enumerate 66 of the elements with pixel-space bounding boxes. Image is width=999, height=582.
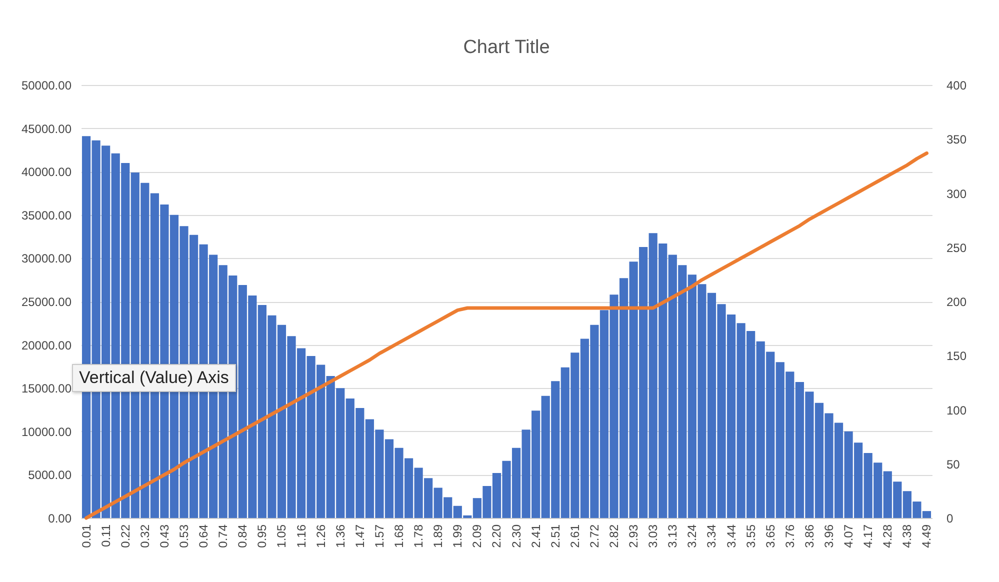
x-tick-label: 1.68: [392, 524, 406, 548]
x-tick-label: 1.05: [274, 524, 289, 548]
x-tick-label: 1.99: [450, 524, 465, 548]
x-tick-label: 4.38: [900, 524, 914, 548]
x-tick-label: 0.95: [255, 524, 270, 548]
x-tick-label: 0.22: [118, 524, 132, 548]
y-tick-label: 10000.00: [21, 424, 72, 439]
x-tick-label: 1.26: [314, 524, 328, 548]
y-tick-label: 35000.00: [21, 208, 72, 222]
x-tick-label: 0.43: [157, 524, 172, 548]
x-tick-label: 3.55: [744, 524, 758, 548]
x-tick-label: 2.93: [626, 524, 641, 548]
y2-tick-label: 50: [946, 457, 960, 472]
x-tick-label: 0.53: [177, 524, 192, 548]
x-tick-label: 0.64: [196, 524, 211, 548]
x-tick-label: 2.09: [470, 524, 484, 548]
y-tick-label: 30000.00: [21, 252, 72, 266]
y2-tick-label: 250: [946, 240, 967, 255]
x-tick-label: 4.49: [920, 524, 934, 548]
x-tick-label: 2.82: [607, 524, 621, 548]
annotation: Vertical (Value) Axis: [72, 364, 236, 392]
y-tick-label: 50000.00: [21, 78, 72, 92]
x-tick-label: 3.65: [763, 524, 778, 548]
y2-tick-label: 200: [946, 295, 967, 309]
x-tick-label: 0.74: [216, 524, 230, 548]
x-tick-label: 1.47: [352, 524, 367, 548]
y2-tick-label: 350: [946, 132, 967, 147]
x-tick-label: 1.57: [372, 524, 386, 548]
x-tick-label: 4.07: [842, 524, 856, 548]
x-tick-label: 3.03: [646, 524, 660, 548]
x-tick-label: 4.28: [880, 524, 895, 548]
chart-title: Chart Title: [463, 37, 550, 58]
y2-tick-label: 0: [946, 512, 954, 526]
x-tick-label: 3.96: [822, 524, 836, 548]
x-tick-label: 3.44: [724, 524, 738, 548]
y-tick-label: 0.00: [48, 512, 72, 526]
x-tick-label: 0.11: [98, 524, 113, 547]
x-tick-label: 4.17: [861, 524, 876, 548]
x-tick-label: 3.34: [704, 524, 719, 548]
x-tick-label: 2.61: [568, 524, 582, 548]
y2-tick-label: 300: [946, 186, 967, 201]
y-tick-label: 40000.00: [21, 165, 72, 180]
y-tick-label: 20000.00: [21, 338, 72, 352]
y-tick-label: 25000.00: [21, 295, 72, 309]
x-tick-label: 1.36: [333, 524, 348, 548]
x-tick-label: 3.24: [685, 524, 700, 548]
y-tick-label: 5000.00: [28, 468, 72, 482]
y2-tick-label: 150: [946, 349, 967, 364]
x-tick-label: 2.30: [509, 524, 524, 548]
x-tick-label: 2.51: [548, 524, 562, 548]
y2-tick-label: 100: [946, 403, 967, 418]
x-tick-label: 2.41: [528, 524, 543, 548]
x-tick-label: 0.32: [138, 524, 152, 548]
x-tick-label: 0.01: [79, 524, 94, 548]
x-tick-label: 1.16: [294, 524, 308, 548]
x-tick-label: 3.86: [802, 524, 816, 548]
y2-tick-label: 400: [946, 78, 967, 92]
x-tick-label: 0.84: [236, 524, 250, 548]
y-tick-label: 15000.00: [21, 382, 72, 396]
x-tick-label: 3.13: [666, 524, 680, 548]
x-tick-label: 1.89: [431, 524, 446, 548]
x-tick-label: 3.76: [782, 524, 797, 548]
x-tick-label: 2.20: [490, 524, 504, 548]
x-tick-label: 2.72: [587, 524, 602, 548]
x-tick-label: 1.78: [412, 524, 426, 548]
y-tick-label: 45000.00: [21, 122, 72, 136]
